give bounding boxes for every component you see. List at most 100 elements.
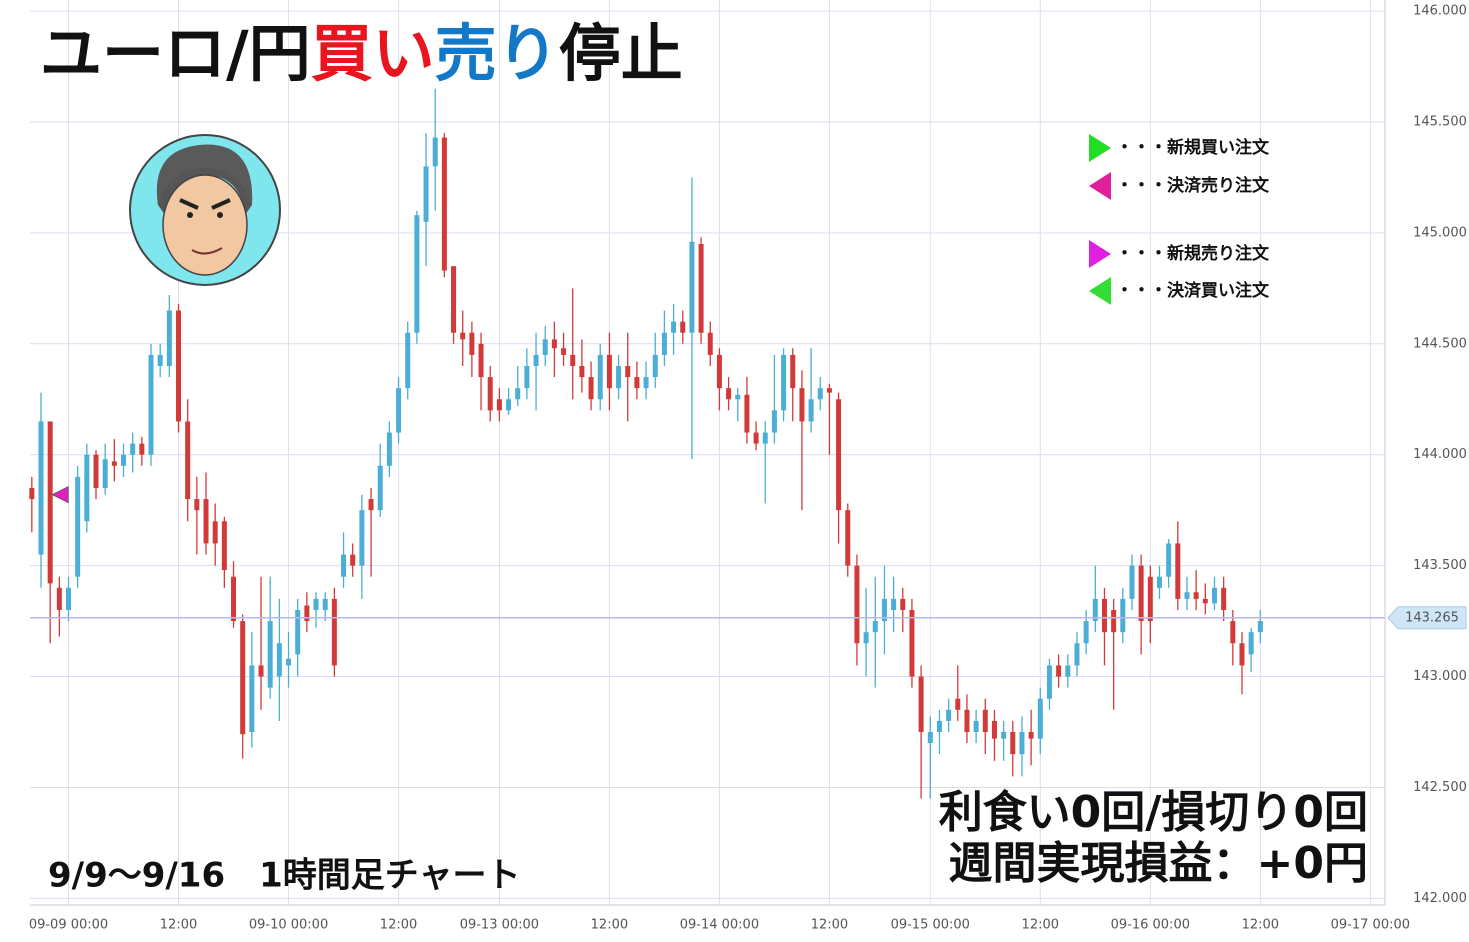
candle-body <box>588 377 594 400</box>
legend-marker <box>1089 240 1111 268</box>
candle-body <box>909 609 915 677</box>
candle-body <box>405 332 411 389</box>
candle-body <box>304 605 310 622</box>
candle-body <box>1120 598 1126 633</box>
candle-body <box>927 731 933 744</box>
candle-body <box>781 354 787 411</box>
candle-body <box>130 443 136 455</box>
candle-body <box>1037 698 1043 739</box>
candle-body <box>157 354 163 366</box>
x-tick-label: 09-09 00:00 <box>29 918 108 933</box>
legend-marker <box>1089 277 1111 305</box>
y-tick-label: 143.500 <box>1413 558 1467 573</box>
y-tick-label: 144.000 <box>1413 447 1467 462</box>
candle-body <box>1239 643 1245 666</box>
y-tick-label: 146.000 <box>1413 4 1467 19</box>
candle-body <box>652 354 658 378</box>
candle-body <box>1184 592 1190 599</box>
candle-body <box>542 339 548 355</box>
candle-body <box>1193 592 1199 599</box>
title-part: ユーロ/円 <box>40 17 311 90</box>
candle-body <box>570 354 576 366</box>
candle-body <box>506 399 512 411</box>
title-part: 停止 <box>559 17 683 90</box>
candle-body <box>249 665 255 732</box>
legend: ・・・新規買い注文・・・決済売り注文・・・新規売り注文・・・決済買い注文 <box>1089 134 1270 305</box>
candle-body <box>432 137 438 167</box>
candle-body <box>396 388 402 433</box>
candle-body <box>1175 543 1181 599</box>
legend-label: ・・・決済買い注文 <box>1116 280 1270 301</box>
candle-body <box>1092 598 1098 622</box>
candle-body <box>1083 621 1089 644</box>
x-tick-label: 12:00 <box>160 918 197 933</box>
candle-body <box>936 720 942 732</box>
candle-body <box>148 354 154 455</box>
candle-body <box>1074 643 1080 666</box>
candle-body <box>726 388 732 400</box>
candle-body <box>423 166 429 222</box>
trade-marker <box>51 485 69 504</box>
x-tick-label: 09-10 00:00 <box>249 918 328 933</box>
stats-line: 週間実現損益：+0円 <box>949 838 1368 889</box>
candle-body <box>267 621 273 688</box>
y-tick-label: 145.500 <box>1413 114 1467 129</box>
candle-body <box>84 454 90 522</box>
x-tick-label: 09-16 00:00 <box>1111 918 1190 933</box>
candle-body <box>93 454 99 488</box>
legend-label: ・・・新規買い注文 <box>1116 137 1270 158</box>
candle-body <box>102 459 108 488</box>
candle-body <box>1248 632 1254 655</box>
candle-body <box>735 394 741 400</box>
x-tick-label: 09-14 00:00 <box>680 918 759 933</box>
candle-body <box>75 476 81 577</box>
candle-body <box>551 339 557 349</box>
candle-body <box>231 576 237 622</box>
title-part: 売り <box>435 17 559 90</box>
candle-body <box>515 388 521 400</box>
candle-body <box>836 399 842 511</box>
candle-body <box>597 354 603 400</box>
axes: 142.000 142.500 143.000 143.500 144.000 144.5… <box>29 4 1467 933</box>
candle-body <box>1138 565 1144 622</box>
candle-body <box>955 698 961 710</box>
candle-body <box>771 410 777 433</box>
candle-body <box>478 343 484 378</box>
candle-body <box>286 658 292 666</box>
y-tick-label: 144.500 <box>1413 336 1467 351</box>
candle-body <box>1010 731 1016 755</box>
candle-body <box>1056 665 1062 677</box>
candle-body <box>295 609 301 655</box>
candle-body <box>698 243 704 333</box>
grid <box>30 0 1385 905</box>
candle-body <box>854 565 860 644</box>
x-tick-label: 12:00 <box>591 918 628 933</box>
candle-body <box>964 709 970 732</box>
x-tick-label: 12:00 <box>811 918 848 933</box>
candle-body <box>826 388 832 393</box>
candle-body <box>1211 587 1217 604</box>
candle-body <box>1046 665 1052 699</box>
avatar <box>129 134 281 286</box>
candle-body <box>799 388 805 422</box>
candle-body <box>240 621 246 735</box>
x-tick-label: 12:00 <box>380 918 417 933</box>
x-tick-label: 12:00 <box>1022 918 1059 933</box>
candle-body <box>322 598 328 610</box>
candle-body <box>47 421 53 584</box>
candle-body <box>524 365 530 389</box>
y-tick-label: 142.000 <box>1413 891 1467 906</box>
candle-body <box>579 365 585 378</box>
last-price-tag <box>1387 606 1467 630</box>
candle-body <box>341 554 347 577</box>
candle-body <box>1202 598 1208 604</box>
candle-body <box>212 521 218 544</box>
candle-body <box>1166 543 1172 577</box>
last-price-label: 143.265 <box>1405 610 1459 625</box>
candle-body <box>918 676 924 732</box>
candle-body <box>221 521 227 571</box>
candle-body <box>377 465 383 511</box>
candle-body <box>680 321 686 333</box>
candle-body <box>982 709 988 732</box>
candle-body <box>368 499 374 511</box>
